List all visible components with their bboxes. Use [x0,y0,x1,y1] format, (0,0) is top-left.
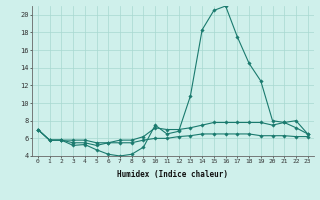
X-axis label: Humidex (Indice chaleur): Humidex (Indice chaleur) [117,170,228,179]
